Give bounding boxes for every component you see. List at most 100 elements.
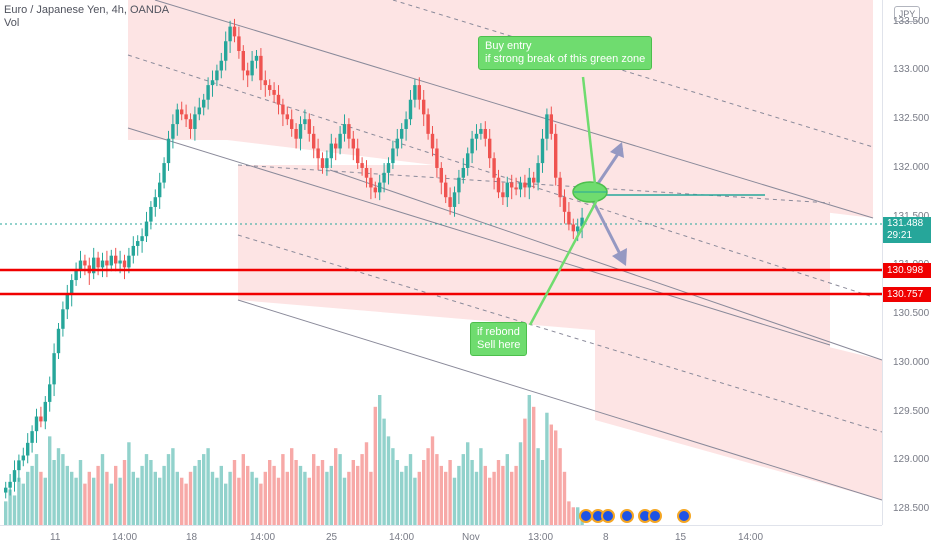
candle-body[interactable] xyxy=(153,197,157,207)
symbol-title[interactable]: Euro / Japanese Yen, 4h, OANDA xyxy=(4,4,170,16)
candle-body[interactable] xyxy=(338,133,342,149)
candle-body[interactable] xyxy=(474,133,479,139)
candle-body[interactable] xyxy=(580,217,584,227)
economic-event-marker[interactable] xyxy=(677,509,691,523)
time-axis[interactable] xyxy=(0,525,882,550)
candle-body[interactable] xyxy=(325,158,329,168)
candle-body[interactable] xyxy=(78,260,83,271)
candle-body[interactable] xyxy=(347,124,351,139)
candle-body[interactable] xyxy=(351,138,355,149)
candle-body[interactable] xyxy=(52,353,56,385)
candle-body[interactable] xyxy=(488,138,492,159)
candle-body[interactable] xyxy=(105,260,109,266)
candle-body[interactable] xyxy=(188,119,193,129)
candle-body[interactable] xyxy=(364,167,369,178)
candle-body[interactable] xyxy=(382,172,386,183)
candle-body[interactable] xyxy=(567,211,571,225)
candle-body[interactable] xyxy=(430,133,435,149)
candle-body[interactable] xyxy=(457,177,461,193)
candle-body[interactable] xyxy=(8,481,12,488)
candle-body[interactable] xyxy=(144,221,149,237)
candle-body[interactable] xyxy=(290,119,294,129)
candle-body[interactable] xyxy=(272,89,276,95)
economic-event-marker[interactable] xyxy=(648,509,662,523)
candle-body[interactable] xyxy=(356,148,360,164)
candle-body[interactable] xyxy=(39,416,43,422)
candle-body[interactable] xyxy=(422,99,426,115)
candle-body[interactable] xyxy=(109,255,113,266)
channel-lower-line[interactable] xyxy=(329,169,883,361)
candle-body[interactable] xyxy=(127,255,131,268)
candle-body[interactable] xyxy=(96,257,100,268)
candle-body[interactable] xyxy=(246,70,250,76)
candle-body[interactable] xyxy=(30,431,34,443)
candle-body[interactable] xyxy=(404,119,408,129)
candle-body[interactable] xyxy=(175,109,179,125)
candle-body[interactable] xyxy=(136,241,140,246)
down-arrow-shaft[interactable] xyxy=(591,200,624,259)
candle-body[interactable] xyxy=(540,138,545,164)
candle-body[interactable] xyxy=(158,182,162,198)
candle-body[interactable] xyxy=(140,236,144,242)
candle-body[interactable] xyxy=(510,182,514,188)
candle-body[interactable] xyxy=(549,114,553,134)
candle-body[interactable] xyxy=(237,36,241,51)
candle-body[interactable] xyxy=(228,26,232,42)
candle-body[interactable] xyxy=(21,455,25,461)
channel-mid-line[interactable] xyxy=(127,54,874,298)
candle-body[interactable] xyxy=(452,192,457,207)
candle-body[interactable] xyxy=(400,128,404,139)
candle-body[interactable] xyxy=(554,133,558,178)
candle-body[interactable] xyxy=(391,148,395,164)
candle-body[interactable] xyxy=(180,109,184,115)
candle-body[interactable] xyxy=(479,128,483,134)
candle-body[interactable] xyxy=(413,85,417,100)
candle-body[interactable] xyxy=(34,416,39,432)
candle-body[interactable] xyxy=(562,197,567,212)
candle-body[interactable] xyxy=(193,114,197,129)
candle-body[interactable] xyxy=(224,41,228,61)
buy-entry-note[interactable]: Buy entry if strong break of this green … xyxy=(478,36,653,70)
candle-body[interactable] xyxy=(532,177,536,183)
candle-body[interactable] xyxy=(285,114,289,120)
candle-body[interactable] xyxy=(241,50,245,71)
candle-body[interactable] xyxy=(43,401,47,422)
candle-body[interactable] xyxy=(316,148,320,159)
candle-body[interactable] xyxy=(263,80,267,86)
candle-body[interactable] xyxy=(149,206,153,222)
candle-body[interactable] xyxy=(184,114,188,120)
candle-body[interactable] xyxy=(360,163,364,168)
candle-body[interactable] xyxy=(232,26,237,37)
candle-body[interactable] xyxy=(26,442,30,456)
candle-body[interactable] xyxy=(65,294,69,310)
candle-body[interactable] xyxy=(501,192,505,198)
candle-body[interactable] xyxy=(496,177,501,193)
candle-body[interactable] xyxy=(448,197,452,207)
candle-body[interactable] xyxy=(466,153,470,168)
candle-body[interactable] xyxy=(56,328,61,354)
channel-low-dashed-line[interactable] xyxy=(237,234,883,433)
candle-body[interactable] xyxy=(294,128,298,139)
candle-body[interactable] xyxy=(215,70,219,81)
candle-body[interactable] xyxy=(298,124,303,139)
candle-body[interactable] xyxy=(527,177,531,188)
candle-body[interactable] xyxy=(558,177,562,198)
candle-body[interactable] xyxy=(171,124,175,139)
candle-body[interactable] xyxy=(329,143,333,159)
candle-body[interactable] xyxy=(166,138,171,164)
channel-top-line[interactable] xyxy=(154,0,874,219)
candle-body[interactable] xyxy=(417,85,421,100)
economic-event-marker[interactable] xyxy=(601,509,615,523)
candle-body[interactable] xyxy=(312,133,316,149)
candle-body[interactable] xyxy=(122,260,127,268)
candle-body[interactable] xyxy=(461,167,465,178)
candle-body[interactable] xyxy=(545,114,549,139)
candle-body[interactable] xyxy=(281,104,285,115)
candle-body[interactable] xyxy=(571,224,575,232)
channel-bottom-line[interactable] xyxy=(237,299,883,501)
candle-body[interactable] xyxy=(259,55,263,81)
candle-body[interactable] xyxy=(268,85,272,90)
candle-body[interactable] xyxy=(492,158,496,178)
candle-body[interactable] xyxy=(307,119,311,134)
candle-body[interactable] xyxy=(536,163,540,183)
